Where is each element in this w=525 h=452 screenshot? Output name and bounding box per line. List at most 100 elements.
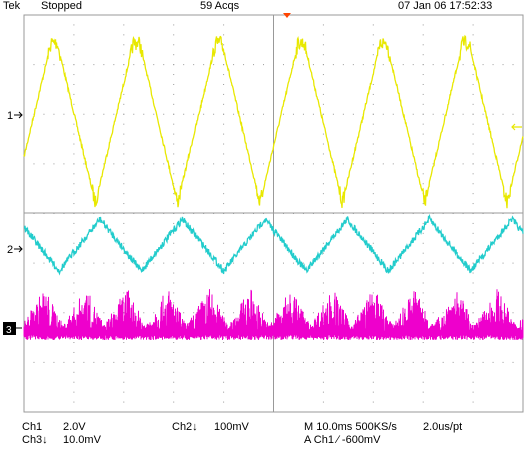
grid-dot [522, 242, 524, 244]
grid-dot [472, 14, 474, 16]
grid-dot [173, 64, 175, 66]
trigger-readout[interactable]: A Ch1 ∕ -600mV [304, 434, 381, 446]
grid-dot [392, 64, 394, 66]
grid-dot [173, 143, 175, 145]
grid-dot [203, 213, 205, 214]
grid-dot [472, 123, 474, 125]
grid-dot [93, 64, 95, 66]
grid-dot [123, 103, 125, 105]
grid-dot [223, 123, 225, 125]
grid-dot [273, 262, 274, 264]
grid-dot [472, 153, 474, 155]
grid-dot [522, 292, 524, 294]
grid-dot [462, 113, 464, 115]
grid-dot [73, 133, 75, 135]
grid-dot [183, 14, 185, 16]
grid-dot [512, 262, 514, 264]
grid-dot [73, 381, 75, 383]
grid-dot [273, 74, 274, 76]
grid-dot [452, 213, 454, 214]
grid-dot [472, 232, 474, 234]
grid-dot [273, 411, 274, 413]
grid-dot [362, 262, 364, 264]
grid-dot [23, 34, 25, 36]
grid-dot [273, 93, 274, 95]
grid-dot [422, 232, 424, 234]
grid-dot [213, 64, 215, 66]
grid-dot [153, 64, 155, 66]
ch1-label[interactable]: Ch1 [22, 421, 43, 433]
grid-dot [103, 14, 105, 16]
grid-dot [432, 14, 434, 16]
grid-dot [492, 14, 494, 16]
grid-dot [362, 411, 364, 413]
grid-dot [472, 411, 474, 413]
channel-3-trace [23, 289, 524, 341]
grid-dot [83, 14, 85, 16]
grid-dot [143, 163, 145, 165]
grid-dot [422, 74, 424, 76]
grid-dot [193, 64, 195, 66]
grid-dot [83, 262, 85, 264]
timebase-readout[interactable]: M 10.0ms 500KS/s [304, 421, 397, 433]
grid-dot [522, 411, 524, 413]
grid-dot [73, 54, 75, 56]
ch3-scale: 10.0mV [63, 434, 101, 446]
grid-dot [442, 312, 444, 314]
grid-dot [472, 381, 474, 383]
grid-dot [223, 262, 225, 264]
channel-1-marker[interactable]: 1 [7, 110, 23, 122]
grid-dot [23, 173, 25, 175]
grid-dot [43, 113, 45, 115]
grid-dot [482, 14, 484, 16]
grid-dot [103, 361, 105, 363]
ch3-label[interactable]: Ch3↓ [22, 434, 48, 446]
grid-dot [332, 113, 334, 115]
grid-dot [113, 361, 115, 363]
grid-dot [312, 64, 314, 66]
grid-dot [273, 381, 274, 383]
grid-dot [372, 133, 374, 135]
grid-dot [302, 361, 304, 363]
grid-dot [193, 213, 195, 214]
grid-dot [282, 64, 284, 66]
grid-dot [342, 163, 344, 165]
grid-dot [332, 312, 334, 314]
grid-dot [372, 292, 374, 294]
trigger-level-icon[interactable] [511, 123, 522, 131]
grid-dot [392, 361, 394, 363]
grid-dot [312, 14, 314, 16]
channel-3-marker[interactable]: 3 [3, 322, 22, 336]
channel-3-marker-label: 3 [6, 325, 12, 336]
grid-dot [173, 361, 175, 363]
grid-dot [273, 222, 274, 224]
grid-dot [23, 342, 25, 344]
grid-dot [472, 222, 474, 224]
grid-dot [472, 34, 474, 36]
grid-dot [382, 14, 384, 16]
grid-dot [253, 361, 255, 363]
grid-dot [352, 312, 354, 314]
grid-dot [223, 401, 225, 403]
grid-dot [233, 213, 235, 214]
grid-dot [53, 361, 55, 363]
grid-dot [173, 93, 175, 95]
grid-dot [352, 213, 354, 214]
grid-dot [23, 24, 25, 26]
grid-dot [163, 163, 165, 165]
grid-dot [223, 113, 225, 115]
grid-dot [522, 173, 524, 175]
channel-2-marker[interactable]: 2 [7, 244, 23, 256]
grid-dot [253, 14, 255, 16]
grid-dot [292, 361, 294, 363]
grid-dot [103, 411, 105, 413]
grid-dot [472, 113, 474, 115]
grid-dot [263, 411, 265, 413]
ch2-label[interactable]: Ch2↓ [172, 421, 198, 433]
grid-dot [352, 64, 354, 66]
trigger-position-icon[interactable] [283, 13, 291, 18]
grid-dot [223, 282, 225, 284]
grid-dot [73, 361, 75, 363]
grid-dot [322, 252, 324, 254]
grid-dot [372, 213, 374, 214]
